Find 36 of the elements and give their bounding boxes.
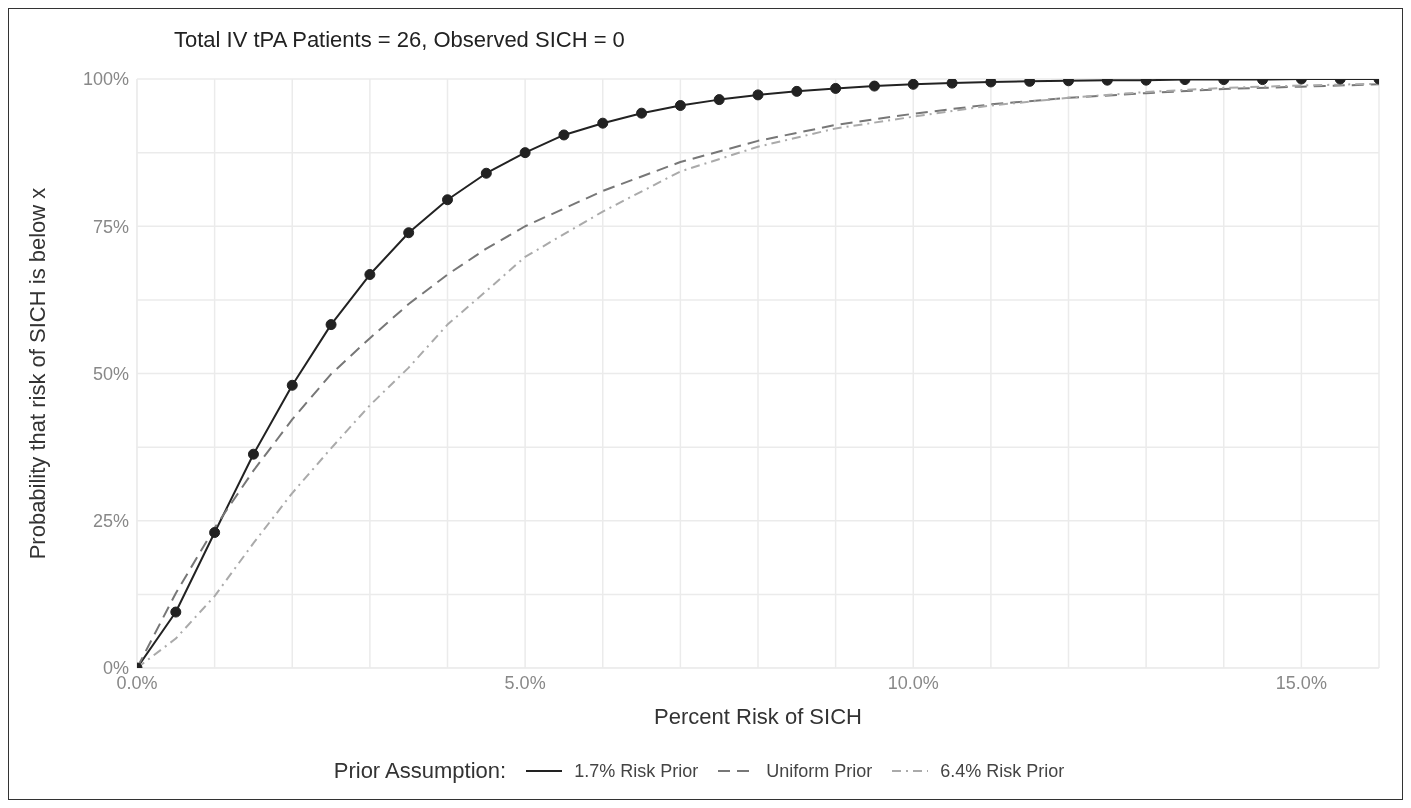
chart-title: Total IV tPA Patients = 26, Observed SICH = 0 [174,27,625,53]
point [286,379,298,391]
y-tick-label: 75% [92,216,129,237]
point [325,319,337,331]
point [636,107,648,119]
point [403,227,415,239]
legend-label: 6.4% Risk Prior [939,760,1065,782]
y-tick-label: 100% [82,69,129,90]
point [170,606,182,618]
legend-label: 1.7% Risk Prior [573,760,699,782]
point [868,80,880,92]
x-tick-label: 15.0% [1275,672,1327,693]
point [752,89,764,101]
x-tick-label: 5.0% [504,672,546,693]
point [558,129,570,141]
point [597,117,609,129]
y-tick-label: 50% [92,363,129,384]
point [442,194,453,206]
legend-label: Uniform Prior [765,760,873,782]
point [247,448,259,460]
legend-title: Prior Assumption: [333,758,507,784]
point [674,100,686,112]
point [364,269,376,281]
y-axis-title: Probability that risk of SICH is below x [24,187,50,560]
point [519,147,531,159]
point [480,167,492,179]
point [209,527,221,539]
point [946,79,958,89]
point [791,85,803,97]
point [907,79,919,90]
point [713,94,725,106]
point [830,82,842,94]
y-tick-label: 25% [92,511,129,532]
point [985,79,997,88]
x-axis-title: Percent Risk of SICH [654,704,862,729]
x-tick-label: 10.0% [887,672,939,693]
